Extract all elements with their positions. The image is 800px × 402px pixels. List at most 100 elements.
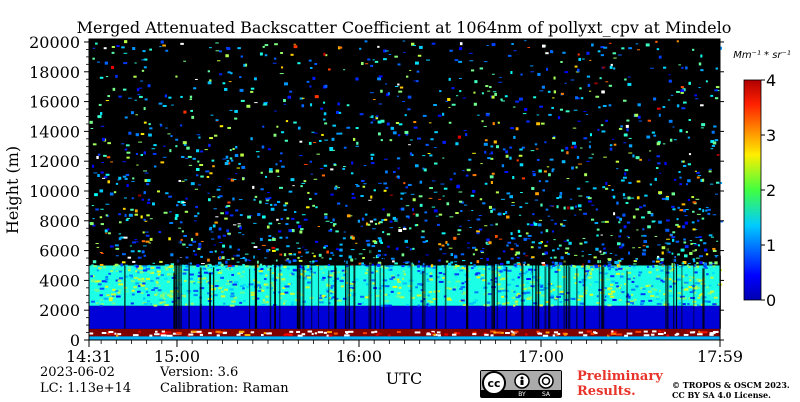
- heatmap-gap: [368, 246, 370, 329]
- heatmap-cell: [417, 304, 420, 307]
- heatmap-cell: [240, 291, 245, 294]
- heatmap-cell: [679, 183, 683, 186]
- heatmap-gap: [568, 266, 571, 329]
- heatmap-cell: [395, 121, 400, 124]
- heatmap-cell: [524, 108, 528, 112]
- heatmap-cell: [497, 283, 501, 286]
- heatmap-cell: [626, 332, 633, 335]
- heatmap-cell: [429, 272, 433, 275]
- info-version: Version: 3.6: [160, 365, 239, 380]
- heatmap-cell: [400, 197, 403, 200]
- heatmap-cell: [301, 97, 305, 99]
- heatmap-cell: [258, 270, 263, 273]
- heatmap-cell: [603, 264, 607, 267]
- heatmap-cell: [640, 293, 646, 296]
- heatmap-cell: [453, 254, 457, 256]
- heatmap-cell: [365, 239, 370, 242]
- heatmap-cell: [537, 284, 542, 287]
- heatmap-cell: [577, 120, 581, 122]
- heatmap-cell: [422, 240, 427, 243]
- heatmap-cell: [694, 271, 698, 274]
- heatmap-cell: [233, 281, 239, 284]
- heatmap-cell: [396, 247, 399, 251]
- heatmap-cell: [545, 331, 550, 334]
- heatmap-cell: [283, 103, 287, 105]
- heatmap-cell: [104, 61, 109, 65]
- cc-license-badge: cc BY SA: [480, 370, 562, 398]
- heatmap-cell: [622, 268, 625, 271]
- heatmap-cell: [466, 242, 471, 244]
- heatmap-cell: [540, 241, 543, 244]
- heatmap-cell: [453, 286, 457, 289]
- heatmap-cell: [692, 331, 696, 334]
- heatmap-cell: [442, 195, 445, 197]
- heatmap-cell: [459, 42, 463, 46]
- heatmap-cell: [180, 124, 183, 127]
- heatmap-cell: [246, 259, 250, 261]
- heatmap-cell: [455, 142, 459, 146]
- heatmap-cell: [643, 204, 646, 207]
- heatmap-cell: [355, 77, 359, 81]
- heatmap-gap: [466, 260, 468, 329]
- heatmap-cell: [696, 278, 700, 281]
- heatmap-cell: [470, 262, 473, 265]
- heatmap-cell: [653, 134, 657, 137]
- heatmap-cell: [215, 216, 219, 218]
- heatmap-cell: [708, 168, 713, 170]
- heatmap-cell: [413, 121, 417, 124]
- heatmap-cell: [695, 257, 700, 259]
- x-axis: 14:31 15:00 16:00 17:00 17:59: [66, 340, 743, 366]
- heatmap-cell: [194, 253, 198, 256]
- heatmap-cell: [491, 43, 496, 47]
- heatmap-cell: [522, 252, 526, 255]
- heatmap-gap: [601, 259, 603, 329]
- heatmap-cell: [165, 49, 169, 52]
- heatmap-cell: [326, 250, 329, 254]
- heatmap-cell: [719, 331, 723, 334]
- heatmap-cell: [438, 213, 443, 216]
- heatmap-cell: [667, 266, 671, 269]
- heatmap-cell: [699, 239, 703, 242]
- heatmap-cell: [654, 264, 659, 267]
- heatmap-cell: [448, 262, 452, 266]
- heatmap-cell: [222, 82, 226, 85]
- heatmap-cell: [690, 242, 693, 245]
- heatmap-cell: [678, 302, 681, 305]
- heatmap-cell: [194, 215, 198, 218]
- heatmap-cell: [282, 287, 286, 290]
- y-tick-label: 14000: [29, 122, 80, 141]
- heatmap-cell: [101, 137, 106, 141]
- heatmap-cell: [518, 154, 523, 157]
- heatmap-cell: [615, 272, 621, 275]
- heatmap-cell: [547, 90, 551, 93]
- heatmap-cell: [686, 330, 690, 333]
- heatmap-cell: [311, 260, 315, 263]
- heatmap-cell: [271, 277, 277, 280]
- heatmap-cell: [499, 331, 502, 334]
- heatmap-cell: [448, 121, 452, 124]
- heatmap-cell: [540, 122, 545, 125]
- heatmap-cell: [147, 84, 151, 88]
- heatmap-cell: [446, 297, 451, 300]
- heatmap-cell: [530, 150, 535, 152]
- heatmap-cell: [156, 190, 161, 193]
- heatmap-gap: [180, 255, 182, 329]
- heatmap-cell: [200, 263, 205, 265]
- heatmap-cell: [239, 275, 244, 278]
- heatmap-cell: [520, 73, 523, 76]
- heatmap-cell: [476, 232, 480, 235]
- heatmap-cell: [473, 264, 476, 268]
- heatmap-cell: [640, 287, 644, 290]
- heatmap-cell: [329, 228, 333, 231]
- heatmap-cell: [610, 331, 617, 334]
- heatmap-cell: [263, 300, 266, 303]
- heatmap-cell: [397, 280, 402, 283]
- heatmap-gap: [421, 271, 424, 329]
- heatmap-gap: [328, 270, 330, 329]
- heatmap-cell: [596, 302, 600, 305]
- heatmap-cell: [438, 272, 443, 275]
- heatmap-cell: [497, 290, 502, 293]
- heatmap-cell: [369, 116, 373, 118]
- heatmap-cell: [438, 259, 441, 262]
- heatmap-cell: [658, 330, 663, 333]
